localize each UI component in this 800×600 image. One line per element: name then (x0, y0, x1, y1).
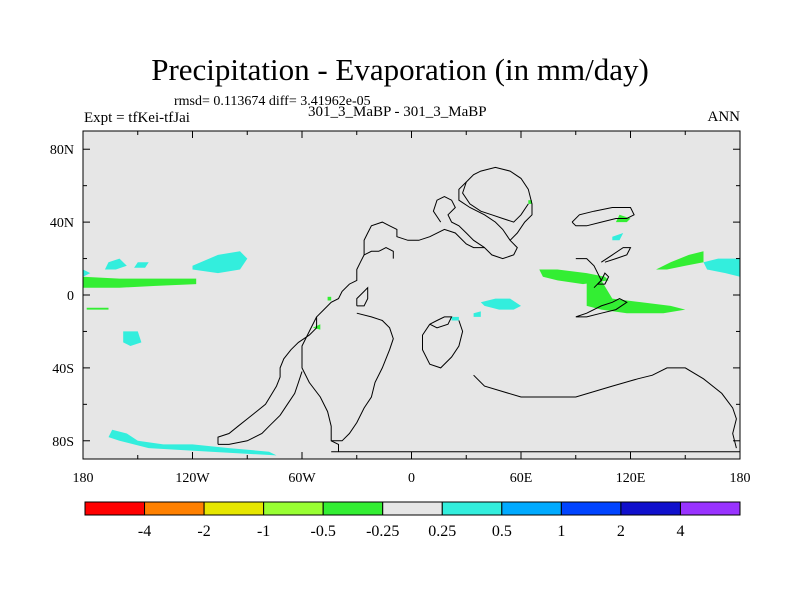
field-region-2 (192, 251, 248, 274)
experiment-label: Expt = tfKei-tfJai (84, 110, 190, 126)
x-tick-label: 180 (73, 471, 94, 486)
y-tick-label: 40N (50, 216, 74, 231)
y-tick-label: 80S (52, 435, 74, 450)
y-tick-label: 40S (52, 362, 74, 377)
colorbar-label: 1 (557, 523, 565, 540)
colorbar-label: 4 (676, 523, 684, 540)
field-region-7 (108, 429, 277, 456)
field-region-11 (473, 311, 481, 317)
coastline-5 (301, 316, 339, 452)
colorbar-swatch (84, 501, 146, 516)
colorbar-swatch (144, 501, 205, 516)
coastline-7 (331, 312, 394, 442)
field-region-15 (656, 251, 704, 270)
chart-title: Precipitation - Evaporation (in mm/day) (151, 52, 649, 87)
y-tick-label: 0 (67, 289, 74, 304)
field-region-18 (612, 233, 624, 241)
colorbar-label: -0.25 (366, 523, 399, 540)
field-region-9 (327, 296, 332, 301)
x-tick-label: 60W (288, 471, 316, 486)
map-background (83, 131, 740, 459)
colorbar-label: 0.25 (428, 523, 456, 540)
field-region-10 (480, 298, 521, 310)
field-region-16 (703, 258, 740, 277)
colorbar-label: -4 (138, 523, 151, 540)
coastline-1 (462, 181, 529, 223)
coastline-3 (429, 316, 453, 329)
x-tick-label: 0 (408, 471, 415, 486)
colorbar-label: -1 (257, 523, 270, 540)
coastline-2 (356, 286, 369, 307)
coastline-9 (473, 367, 737, 449)
colorbar: -4 -2 -1 -0.5 -0.25 0.25 0.5 1 2 4 (84, 501, 741, 540)
colorbar-swatch (560, 501, 622, 516)
x-tick-label: 120E (616, 471, 646, 486)
coastline-13 (601, 247, 632, 263)
field-region-4 (86, 307, 109, 310)
field-region-1 (134, 262, 149, 268)
colorbar-swatch (203, 501, 265, 516)
colorbar-swatch (441, 501, 503, 516)
coastline-6 (218, 371, 303, 445)
case-label: 301_3_MaBP - 301_3_MaBP (308, 104, 487, 120)
field-region-6 (123, 331, 142, 346)
field-regions (83, 200, 740, 456)
season-label: ANN (707, 109, 741, 125)
field-region-12 (451, 316, 459, 321)
colorbar-swatch (322, 501, 384, 516)
x-tick-label: 180 (730, 471, 751, 486)
field-region-5 (83, 269, 91, 277)
coastline-0 (217, 166, 533, 445)
colorbar-label: 2 (617, 523, 625, 540)
coastline-12 (575, 258, 602, 289)
x-axis: 180 120W 60W 0 60E 120E 180 (73, 131, 751, 486)
colorbar-swatch (263, 501, 324, 516)
x-tick-label: 120W (175, 471, 210, 486)
field-region-3 (83, 276, 197, 288)
colorbar-swatch (620, 501, 681, 516)
y-axis: 80N 40N 0 40S 80S (50, 143, 740, 450)
field-region-0 (104, 258, 127, 270)
field-region-14 (586, 280, 686, 314)
coastline-4 (422, 320, 464, 369)
stats-label: rmsd= 0.113674 diff= 3.41962e-05 (174, 94, 371, 109)
colorbar-swatch (679, 501, 741, 516)
coastline-14 (363, 247, 394, 259)
coastlines (217, 166, 740, 453)
colorbar-label: 0.5 (492, 523, 512, 540)
coastline-15 (432, 196, 485, 249)
y-tick-label: 80N (50, 143, 74, 158)
colorbar-swatch (382, 501, 443, 516)
colorbar-label: -0.5 (311, 523, 336, 540)
coastline-16 (571, 207, 635, 227)
colorbar-label: -2 (197, 523, 210, 540)
colorbar-swatch (501, 501, 562, 516)
x-tick-label: 60E (510, 471, 533, 486)
coastline-10 (575, 298, 628, 318)
